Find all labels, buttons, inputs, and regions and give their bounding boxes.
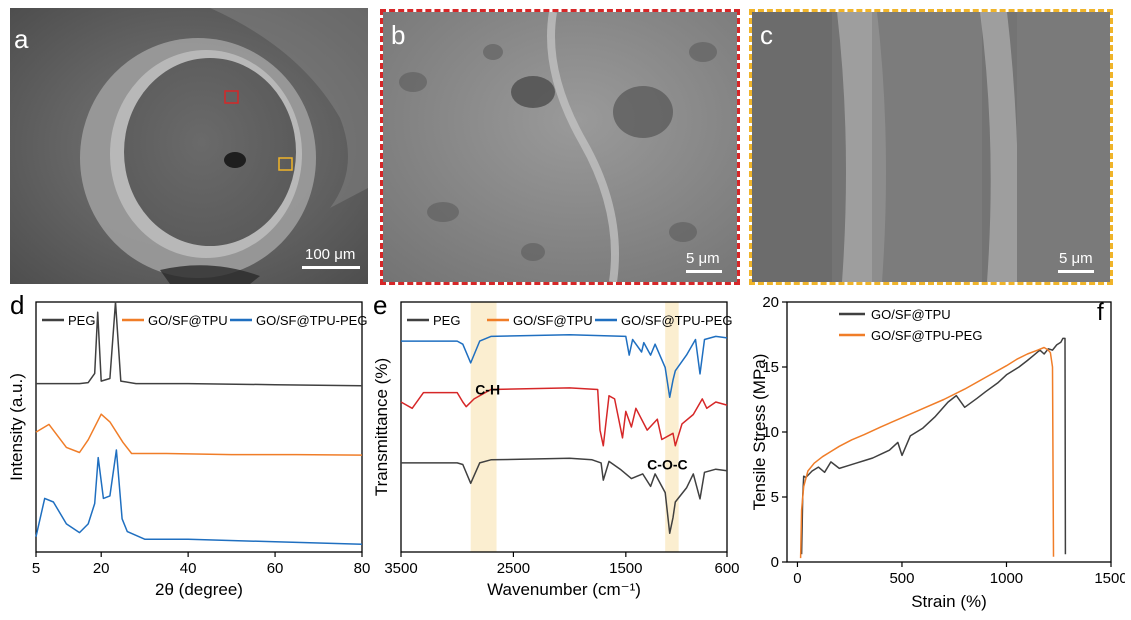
y-tick-label: 20 xyxy=(762,294,779,311)
plot-frame xyxy=(400,301,728,553)
series-line xyxy=(401,457,728,535)
sem-surface-texture-b xyxy=(383,12,737,282)
x-tick-label: 1500 xyxy=(1094,570,1125,587)
series-line xyxy=(36,301,363,387)
annotation-label: C-H xyxy=(475,382,500,398)
legend-label: GO/SF@TPU-PEG xyxy=(256,313,367,328)
x-tick-label: 3500 xyxy=(384,560,417,577)
x-tick-label: 2500 xyxy=(497,560,530,577)
highlight-band xyxy=(665,302,679,552)
scale-bar-label-b: 5 μm xyxy=(686,250,720,267)
panel-b-letter: b xyxy=(391,20,406,50)
x-axis-title: 2θ (degree) xyxy=(155,580,243,599)
scale-bar-label-a: 100 μm xyxy=(305,246,356,263)
scale-bar-a xyxy=(302,266,360,269)
sem-fiber-cross-section xyxy=(10,8,368,284)
annotation-label: C-O-C xyxy=(647,457,687,473)
scale-bar-c xyxy=(1058,270,1094,273)
x-tick-label: 5 xyxy=(32,560,40,577)
legend-label: PEG xyxy=(68,313,95,328)
y-tick-label: 0 xyxy=(771,554,779,571)
tensile-chart: 0 500 1000 1500 0 5 10 15 20 GO/SF@TPU GO/SF@TPU-P… xyxy=(750,294,1125,611)
scale-bar-b xyxy=(686,270,722,273)
ftir-chart: 3500 2500 1500 600 PEG GO/SF@TPU GO/SF@TPU-PEG… xyxy=(372,290,740,599)
sem-image-b: b 5 μm xyxy=(380,9,740,285)
y-axis-title: Intensity (a.u.) xyxy=(7,373,26,481)
legend-label: GO/SF@TPU xyxy=(148,313,228,328)
legend-label: PEG xyxy=(433,313,460,328)
y-tick-label: 10 xyxy=(762,424,779,441)
sem-image-c: c 5 μm xyxy=(749,9,1113,285)
legend-label: GO/SF@TPU-PEG xyxy=(621,313,732,328)
plot-frame xyxy=(35,301,363,553)
x-tick-label: 600 xyxy=(714,560,739,577)
x-tick-label: 1500 xyxy=(609,560,642,577)
scale-bar-label-c: 5 μm xyxy=(1059,250,1093,267)
y-tick-label: 5 xyxy=(771,489,779,506)
legend-label: GO/SF@TPU xyxy=(871,307,951,322)
series-line xyxy=(800,337,1067,555)
x-tick-label: 0 xyxy=(793,570,801,587)
x-tick-label: 20 xyxy=(93,560,110,577)
y-axis-title: Tensile Stress (MPa) xyxy=(750,354,769,511)
x-tick-label: 500 xyxy=(889,570,914,587)
xrd-chart: 5 20 40 60 80 PEG GO/SF@TPU GO/SF@TPU-PEG 2θ (de… xyxy=(7,290,371,599)
series-line xyxy=(400,387,728,447)
x-axis-title: Strain (%) xyxy=(911,592,987,611)
legend-label: GO/SF@TPU xyxy=(513,313,593,328)
panel-letter: e xyxy=(373,290,387,320)
panel-a-letter: a xyxy=(14,24,29,54)
sem-image-a: a 100 μm xyxy=(10,8,368,284)
x-tick-label: 1000 xyxy=(990,570,1023,587)
x-tick-label: 80 xyxy=(354,560,371,577)
x-tick-label: 40 xyxy=(180,560,197,577)
series-line xyxy=(401,334,728,399)
x-axis-title: Wavenumber (cm⁻¹) xyxy=(487,580,641,599)
legend-label: GO/SF@TPU-PEG xyxy=(871,328,982,343)
panel-c-letter: c xyxy=(760,20,773,50)
y-tick-label: 15 xyxy=(762,359,779,376)
x-tick-label: 60 xyxy=(267,560,284,577)
panel-letter: f xyxy=(1097,299,1104,326)
panel-letter: d xyxy=(10,290,24,320)
series-line xyxy=(35,413,363,456)
sem-interface-texture-c xyxy=(752,12,1110,282)
y-axis-title: Transmittance (%) xyxy=(372,358,391,496)
highlight-band xyxy=(470,302,497,552)
series-line xyxy=(35,449,363,546)
series-line xyxy=(799,346,1055,559)
